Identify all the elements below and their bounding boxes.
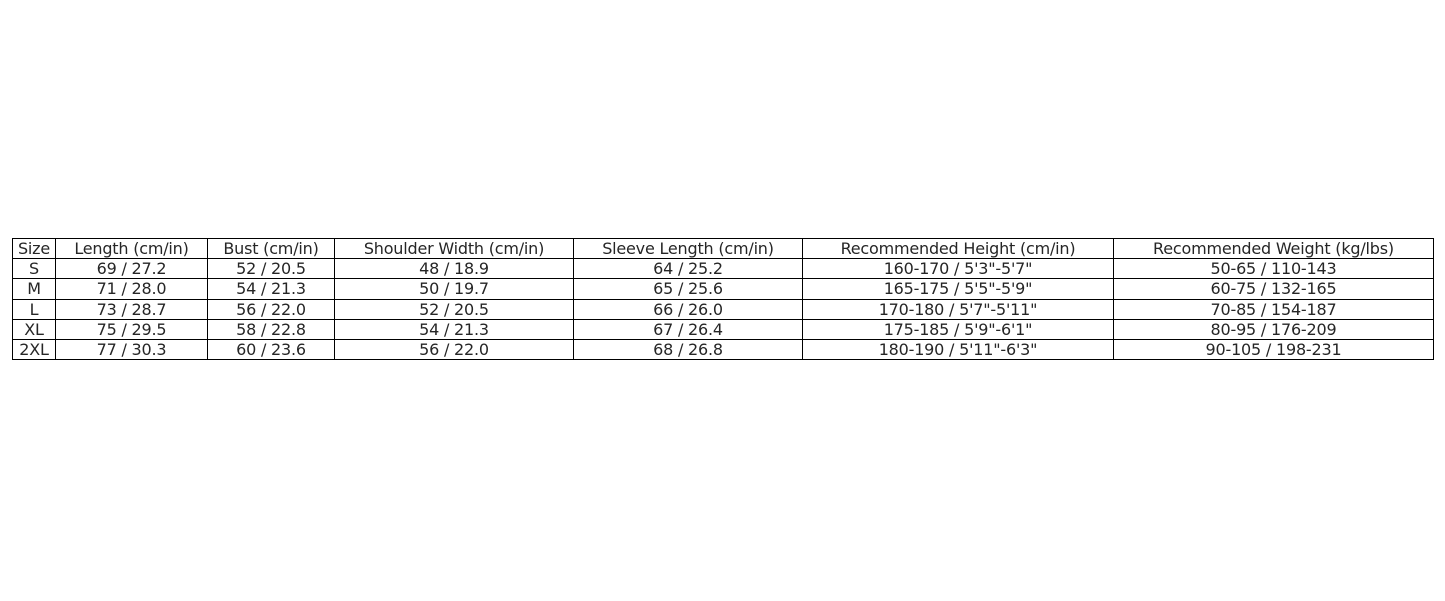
- size-chart-table: Size Length (cm/in) Bust (cm/in) Shoulde…: [12, 237, 1434, 361]
- cell-length: 75 / 29.5: [55, 318, 208, 340]
- cell-bust: 56 / 22.0: [207, 298, 335, 320]
- cell-sleeve-length: 67 / 26.4: [573, 318, 803, 340]
- cell-size: S: [12, 258, 56, 280]
- table-row: L 73 / 28.7 56 / 22.0 52 / 20.5 66 / 26.0 170…: [12, 298, 1434, 320]
- cell-bust: 52 / 20.5: [207, 258, 335, 280]
- cell-sleeve-length: 66 / 26.0: [573, 298, 803, 320]
- cell-size: M: [12, 278, 56, 300]
- header-bust: Bust (cm/in): [207, 237, 335, 260]
- cell-recommended-weight: 90-105 / 198-231: [1113, 338, 1434, 361]
- cell-shoulder-width: 50 / 19.7: [334, 278, 574, 300]
- header-row: Size Length (cm/in) Bust (cm/in) Shoulde…: [12, 237, 1434, 260]
- cell-recommended-height: 180-190 / 5'11"-6'3": [802, 338, 1114, 361]
- header-length: Length (cm/in): [55, 237, 208, 260]
- cell-bust: 54 / 21.3: [207, 278, 335, 300]
- cell-size: XL: [12, 318, 56, 340]
- header-shoulder-width: Shoulder Width (cm/in): [334, 237, 574, 260]
- cell-length: 77 / 30.3: [55, 338, 208, 361]
- cell-sleeve-length: 64 / 25.2: [573, 258, 803, 280]
- cell-recommended-weight: 80-95 / 176-209: [1113, 318, 1434, 340]
- header-sleeve-length: Sleeve Length (cm/in): [573, 237, 803, 260]
- table-row: M 71 / 28.0 54 / 21.3 50 / 19.7 65 / 25.6 165…: [12, 278, 1434, 300]
- cell-shoulder-width: 52 / 20.5: [334, 298, 574, 320]
- header-recommended-weight: Recommended Weight (kg/lbs): [1113, 237, 1434, 260]
- cell-length: 73 / 28.7: [55, 298, 208, 320]
- table-row: S 69 / 27.2 52 / 20.5 48 / 18.9 64 / 25.2 160…: [12, 258, 1434, 280]
- cell-recommended-height: 170-180 / 5'7"-5'11": [802, 298, 1114, 320]
- cell-bust: 58 / 22.8: [207, 318, 335, 340]
- table-row: 2XL 77 / 30.3 60 / 23.6 56 / 22.0 68 / 26.8 1…: [12, 338, 1434, 361]
- header-recommended-height: Recommended Height (cm/in): [802, 237, 1114, 260]
- cell-size: L: [12, 298, 56, 320]
- cell-recommended-weight: 70-85 / 154-187: [1113, 298, 1434, 320]
- cell-length: 69 / 27.2: [55, 258, 208, 280]
- header-size: Size: [12, 237, 56, 260]
- cell-shoulder-width: 56 / 22.0: [334, 338, 574, 361]
- cell-bust: 60 / 23.6: [207, 338, 335, 361]
- cell-sleeve-length: 68 / 26.8: [573, 338, 803, 361]
- cell-recommended-height: 160-170 / 5'3"-5'7": [802, 258, 1114, 280]
- cell-recommended-height: 175-185 / 5'9"-6'1": [802, 318, 1114, 340]
- cell-shoulder-width: 48 / 18.9: [334, 258, 574, 280]
- cell-recommended-height: 165-175 / 5'5"-5'9": [802, 278, 1114, 300]
- cell-shoulder-width: 54 / 21.3: [334, 318, 574, 340]
- cell-recommended-weight: 50-65 / 110-143: [1113, 258, 1434, 280]
- cell-sleeve-length: 65 / 25.6: [573, 278, 803, 300]
- cell-length: 71 / 28.0: [55, 278, 208, 300]
- table-row: XL 75 / 29.5 58 / 22.8 54 / 21.3 67 / 26.4 17…: [12, 318, 1434, 340]
- cell-recommended-weight: 60-75 / 132-165: [1113, 278, 1434, 300]
- cell-size: 2XL: [12, 338, 56, 361]
